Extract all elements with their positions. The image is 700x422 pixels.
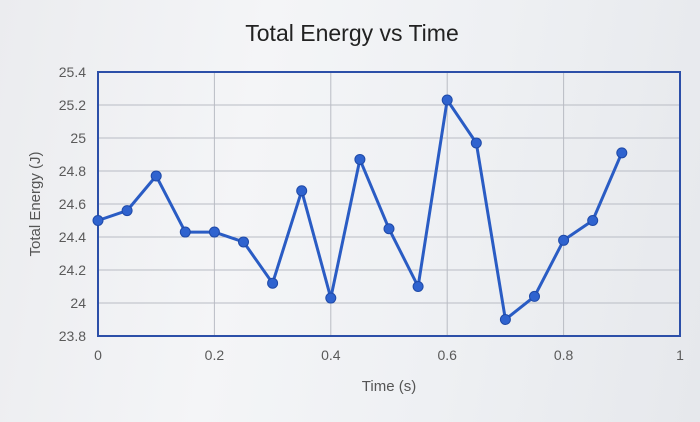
y-axis-label: Total Energy (J) bbox=[27, 151, 44, 256]
gridlines bbox=[97, 71, 681, 337]
y-tick-label: 25 bbox=[70, 130, 86, 146]
data-point bbox=[267, 277, 279, 289]
y-tick-label: 24.8 bbox=[59, 163, 86, 179]
x-axis-label: Time (s) bbox=[362, 378, 416, 395]
y-tick-label: 24.2 bbox=[59, 262, 86, 278]
y-tick-label: 24 bbox=[70, 295, 86, 311]
data-point bbox=[587, 215, 599, 226]
data-point bbox=[92, 215, 104, 226]
y-tick-label: 24.6 bbox=[59, 196, 86, 212]
data-point bbox=[150, 170, 162, 182]
data-point bbox=[296, 185, 308, 197]
y-axis-ticks: 23.8 24 24.2 24.4 24.6 24.8 25 25.2 25.4 bbox=[59, 64, 86, 344]
data-point bbox=[383, 223, 395, 235]
x-tick-label: 0 bbox=[94, 347, 102, 363]
chart-title: Total Energy vs Time bbox=[245, 20, 458, 46]
data-point bbox=[412, 281, 424, 292]
data-point bbox=[529, 290, 540, 302]
series-energy bbox=[92, 94, 628, 325]
x-tick-label: 0.4 bbox=[321, 347, 341, 363]
y-tick-label: 24.4 bbox=[59, 229, 86, 245]
data-point bbox=[325, 292, 337, 304]
y-tick-label: 23.8 bbox=[59, 328, 86, 344]
plot-area-frame bbox=[97, 71, 681, 337]
data-point bbox=[208, 226, 220, 238]
x-tick-label: 0.6 bbox=[437, 347, 457, 363]
y-tick-label: 25.2 bbox=[59, 97, 86, 113]
data-point bbox=[499, 314, 511, 325]
data-point bbox=[179, 226, 191, 238]
data-point bbox=[441, 94, 453, 106]
data-point bbox=[470, 137, 482, 149]
data-point bbox=[354, 153, 366, 165]
x-tick-label: 0.2 bbox=[205, 347, 225, 363]
x-tick-label: 1 bbox=[676, 347, 684, 363]
data-point bbox=[616, 147, 628, 159]
x-axis-ticks: 0 0.2 0.4 0.6 0.8 1 bbox=[94, 347, 684, 363]
x-tick-label: 0.8 bbox=[554, 347, 574, 363]
y-tick-label: 25.4 bbox=[59, 64, 86, 80]
series-line bbox=[96, 98, 624, 321]
data-point bbox=[121, 205, 133, 217]
data-point bbox=[558, 234, 570, 246]
data-point bbox=[238, 236, 249, 248]
